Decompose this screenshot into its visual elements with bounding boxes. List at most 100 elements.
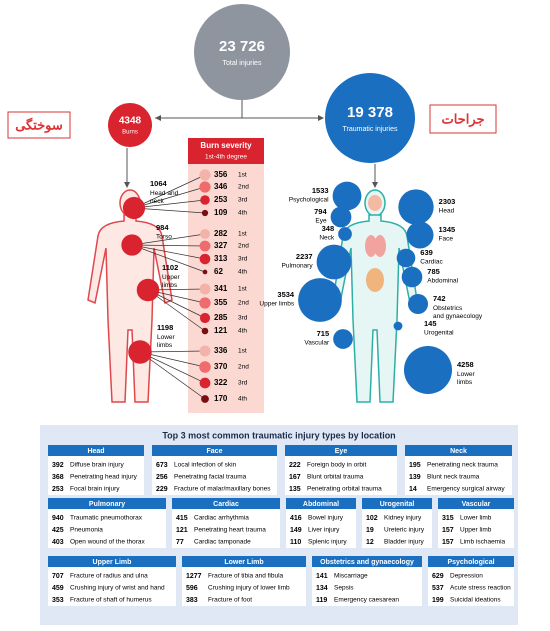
row-count: 415 (176, 515, 188, 522)
row-count: 135 (289, 486, 301, 493)
row-label: Open wound of the thorax (70, 539, 146, 546)
trauma-circle (403, 345, 453, 395)
row-label: Liver injury (308, 527, 340, 534)
trauma-region-label: Upper limbs (259, 301, 294, 308)
degree-label: 1st (238, 286, 247, 293)
connector (147, 289, 206, 332)
trauma-region-label: Cardiac (420, 259, 443, 266)
trauma-circle (407, 293, 429, 315)
group-header (172, 498, 280, 509)
row-count: 596 (186, 585, 198, 592)
total-value: 23 726 (219, 38, 265, 55)
total-label: Total injuries (223, 60, 262, 67)
region-value: 1102 (162, 263, 178, 272)
trauma-region-label: Abdominal (427, 278, 458, 285)
row-label: Depression (450, 573, 483, 580)
region-label: Upper limbs (162, 274, 181, 289)
row-label: Ureteric injury (384, 527, 425, 534)
row-count: 315 (442, 515, 454, 522)
degree-label: 2nd (238, 243, 249, 250)
degree-label: 4th (238, 396, 247, 403)
degree-value: 313 (214, 254, 228, 263)
row-count: 119 (316, 597, 327, 604)
trauma-region-label: Eye (315, 218, 327, 225)
row-count: 1277 (186, 573, 202, 580)
organ (365, 235, 377, 257)
row-label: Fracture of tibia and fibula (208, 573, 284, 580)
burns-label: Burns (122, 130, 138, 136)
row-count: 707 (52, 573, 64, 580)
region-circle (136, 278, 160, 302)
degree-value: 355 (214, 298, 228, 307)
row-count: 157 (442, 539, 454, 546)
degree-label: 1st (238, 172, 247, 179)
row-label: Splenic injury (308, 539, 347, 546)
organ (366, 268, 384, 292)
connector (131, 244, 206, 260)
trauma-label: Traumatic injuries (343, 126, 398, 133)
group-header (152, 445, 277, 456)
degree-value: 170 (214, 394, 228, 403)
region-label: Lower limbs (157, 334, 176, 349)
row-count: 167 (289, 474, 301, 481)
degree-label: 2nd (238, 364, 249, 371)
group-header (48, 445, 144, 456)
trauma-region-value: 1345 (438, 225, 455, 234)
row-count: 416 (290, 515, 302, 522)
row-count: 139 (409, 474, 421, 481)
degree-label: 2nd (238, 184, 249, 191)
trauma-circle (401, 266, 423, 288)
row-count: 537 (432, 585, 444, 592)
arrow (124, 182, 130, 188)
annotation: سوختگی (15, 116, 63, 133)
row-count: 102 (366, 515, 378, 522)
degree-value: 285 (214, 313, 228, 322)
row-label: Upper limb (460, 527, 492, 534)
trauma-region-label: Lower limbs (457, 371, 476, 386)
trauma-circle (330, 206, 352, 228)
row-count: 229 (156, 486, 168, 493)
row-label: Foreign body in orbit (307, 462, 366, 469)
connector (133, 174, 206, 209)
trauma-value: 19 378 (347, 104, 393, 121)
degree-circle (199, 253, 211, 265)
row-label: Limb ischaemia (460, 539, 506, 546)
annotation-box (429, 104, 497, 134)
row-count: 77 (176, 539, 184, 546)
group-header (285, 445, 397, 456)
row-label: Bladder injury (384, 539, 424, 546)
row-count: 353 (52, 597, 64, 604)
row-label: Lower limb (460, 515, 492, 522)
group-name: Abdominal (303, 501, 339, 508)
row-count: 368 (52, 474, 64, 481)
row-label: Penetrating heart trauma (194, 527, 266, 534)
trauma-region-label: Psychological (289, 197, 329, 204)
trauma-circle (298, 278, 342, 322)
region-value: 984 (156, 223, 169, 232)
connector (133, 199, 206, 209)
degree-value: 282 (214, 229, 228, 238)
row-label: Penetrating facial trauma (174, 474, 247, 481)
trauma-region-label: Pulmonary (282, 263, 314, 270)
trauma-circle (316, 244, 352, 280)
trauma-circle (338, 227, 352, 241)
degree-label: 4th (238, 269, 247, 276)
body-outline (332, 214, 418, 403)
group-name: Urogenital (380, 501, 415, 508)
group-name: Obstetrics and gynaecology (320, 559, 414, 566)
trauma-region-value: 715 (317, 329, 330, 338)
degree-value: 121 (214, 326, 228, 335)
row-label: Cardiac tamponade (194, 539, 251, 546)
row-label: Blunt orbital trauma (307, 474, 364, 481)
row-count: 256 (156, 474, 168, 481)
row-label: Penetrating neck trauma (427, 462, 498, 469)
region-value: 1198 (157, 323, 173, 332)
degree-circle (199, 181, 211, 193)
trauma-region-value: 4258 (457, 360, 474, 369)
degree-value: 346 (214, 182, 228, 191)
region-circle (122, 196, 146, 220)
row-label: Kidney injury (384, 515, 422, 522)
trauma-circle (393, 321, 403, 331)
group-header (286, 498, 356, 509)
